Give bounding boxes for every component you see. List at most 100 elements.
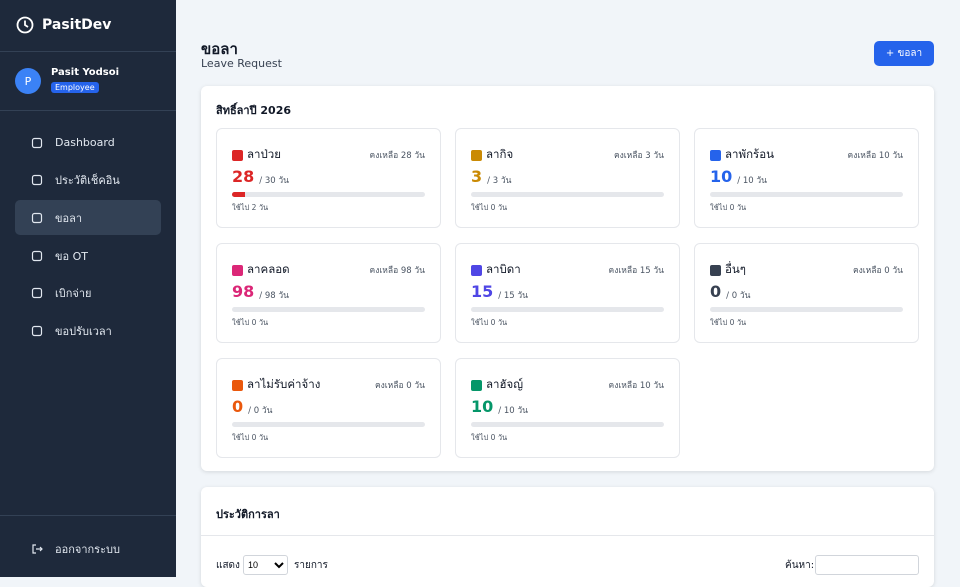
menu-label[interactable]: ขอลา	[55, 211, 83, 225]
leave-icon	[471, 379, 482, 391]
total: / 10 วัน	[498, 406, 528, 416]
remaining: คงเหลือ 10 วัน	[608, 381, 664, 391]
menu-label[interactable]: ขอปรับเวลา	[55, 324, 112, 338]
divider	[201, 535, 934, 536]
brand-icon	[16, 16, 34, 34]
menu-item[interactable]: ขอปรับเวลา	[15, 313, 161, 348]
total: / 30 วัน	[259, 176, 289, 186]
available: 10	[471, 397, 494, 416]
history-panel: ประวัติการลา แสดง 10 รายการ ค้นหา:	[201, 487, 934, 587]
total: / 0 วัน	[726, 291, 751, 301]
search-label: ค้นหา:	[785, 560, 815, 571]
leave-name: ลาบิดา	[471, 261, 521, 279]
menu-icon	[31, 250, 43, 261]
menu: Dashboard ประวัติเช็คอินขอลาขอ OT เบิกจ่าย…	[15, 125, 161, 351]
used: ใช้ไป 0 วัน	[710, 318, 747, 327]
used: ใช้ไป 2 วัน	[232, 203, 269, 212]
total: / 10 วัน	[737, 176, 767, 186]
menu-label[interactable]: ขอ OT	[55, 249, 88, 263]
progress-track	[471, 422, 664, 427]
used: ใช้ไป 0 วัน	[710, 203, 747, 212]
entries-label: รายการ	[294, 560, 328, 571]
progress-fill	[232, 192, 245, 197]
available: 28	[232, 167, 255, 186]
leave-type: ลาไม่รับค่าจ้าง	[247, 377, 321, 391]
menu-item[interactable]: ขอ OT	[15, 238, 161, 273]
menu-item[interactable]: ประวัติเช็คอิน	[15, 163, 161, 198]
leave-card: ลาฮัจญ์ คงเหลือ 10 วัน 10 / 10 วันใช้ไป 0 ว…	[455, 358, 680, 458]
leave-icon	[710, 264, 721, 276]
used: ใช้ไป 0 วัน	[471, 433, 508, 442]
leave-name: ลากิจ	[471, 146, 513, 164]
menu-item[interactable]: เบิกจ่าย	[15, 276, 161, 311]
logout-label[interactable]: ออกจากระบบ	[55, 543, 120, 556]
sidebar: PasitDev P Pasit Yodsoi Employee Dashboa…	[0, 0, 176, 577]
used: ใช้ไป 0 วัน	[232, 433, 269, 442]
menu-icon	[31, 175, 43, 186]
available: 10	[710, 167, 733, 186]
total: / 0 วัน	[248, 406, 273, 416]
history-title: ประวัติการลา	[216, 508, 280, 521]
leave-type: ลากิจ	[486, 147, 514, 161]
total: / 3 วัน	[487, 176, 512, 186]
logout[interactable]: ออกจากระบบ	[31, 540, 120, 558]
total: / 15 วัน	[498, 291, 528, 301]
used: ใช้ไป 0 วัน	[232, 318, 269, 327]
search-input[interactable]	[815, 555, 919, 575]
progress-track	[232, 422, 425, 427]
used: ใช้ไป 0 วัน	[471, 203, 508, 212]
new-leave-button[interactable]: + ขอลา	[874, 41, 934, 66]
page-size[interactable]: 10	[243, 555, 288, 575]
available: 0	[710, 282, 722, 301]
show-label: แสดง	[216, 560, 240, 571]
remaining: คงเหลือ 0 วัน	[852, 266, 903, 276]
menu-icon	[31, 288, 43, 299]
brand: PasitDev	[16, 16, 111, 34]
remaining: คงเหลือ 10 วัน	[847, 151, 903, 161]
leave-card: ลากิจ คงเหลือ 3 วัน 3 / 3 วัน ใช้ไป 0 วัน	[455, 128, 680, 228]
total: / 98 วัน	[259, 291, 289, 301]
menu-icon	[31, 137, 43, 148]
leave-card: ลาบิดา คงเหลือ 15 วัน 15 / 15 วันใช้ไป 0 วั…	[455, 243, 680, 343]
menu-icon	[31, 212, 43, 223]
leave-name: อื่นๆ	[710, 261, 746, 279]
used: ใช้ไป 0 วัน	[471, 318, 508, 327]
leave-icon	[471, 264, 482, 276]
leave-icon	[232, 149, 243, 161]
leave-card: อื่นๆ คงเหลือ 0 วัน 0 / 0 วันใช้ไป 0 วัน	[694, 243, 919, 343]
logout-icon	[32, 544, 43, 554]
menu-item[interactable]: Dashboard	[15, 125, 161, 160]
leave-card: ลาคลอด คงเหลือ 98 วัน 98 / 98 วันใช้ไป 0 วั…	[216, 243, 441, 343]
menu-item[interactable]: ขอลา	[15, 200, 161, 236]
remaining: คงเหลือ 15 วัน	[608, 266, 664, 276]
quota-title: สิทธิ์ลาปี 2026	[216, 104, 292, 117]
page-title: ขอลา	[201, 40, 238, 58]
leave-type: ลาป่วย	[247, 147, 282, 161]
divider	[0, 515, 176, 516]
menu-icon	[31, 325, 43, 337]
leave-type: อื่นๆ	[725, 262, 746, 276]
menu-label[interactable]: ประวัติเช็คอิน	[55, 174, 120, 188]
quota-panel: สิทธิ์ลาปี 2026 ลาป่วย คงเหลือ 28 วัน 28 / …	[201, 86, 934, 471]
progress-track	[232, 307, 425, 312]
avatar: P	[15, 68, 41, 94]
available: 3	[471, 167, 483, 186]
leave-type: ลาพักร้อน	[725, 147, 774, 161]
divider	[0, 110, 176, 111]
page-subtitle: Leave Request	[201, 57, 282, 70]
progress-track	[232, 192, 425, 197]
available: 0	[232, 397, 244, 416]
progress-track	[710, 192, 903, 197]
progress-track	[710, 307, 903, 312]
leave-name: ลาไม่รับค่าจ้าง	[232, 376, 320, 394]
menu-label[interactable]: Dashboard	[55, 136, 115, 149]
available: 98	[232, 282, 255, 301]
leave-type: ลาบิดา	[486, 262, 521, 276]
menu-label[interactable]: เบิกจ่าย	[55, 287, 92, 301]
available: 15	[471, 282, 494, 301]
leave-name: ลาฮัจญ์	[471, 376, 523, 394]
leave-icon	[710, 149, 721, 161]
remaining: คงเหลือ 98 วัน	[369, 266, 425, 276]
leave-type: ลาคลอด	[247, 262, 290, 276]
